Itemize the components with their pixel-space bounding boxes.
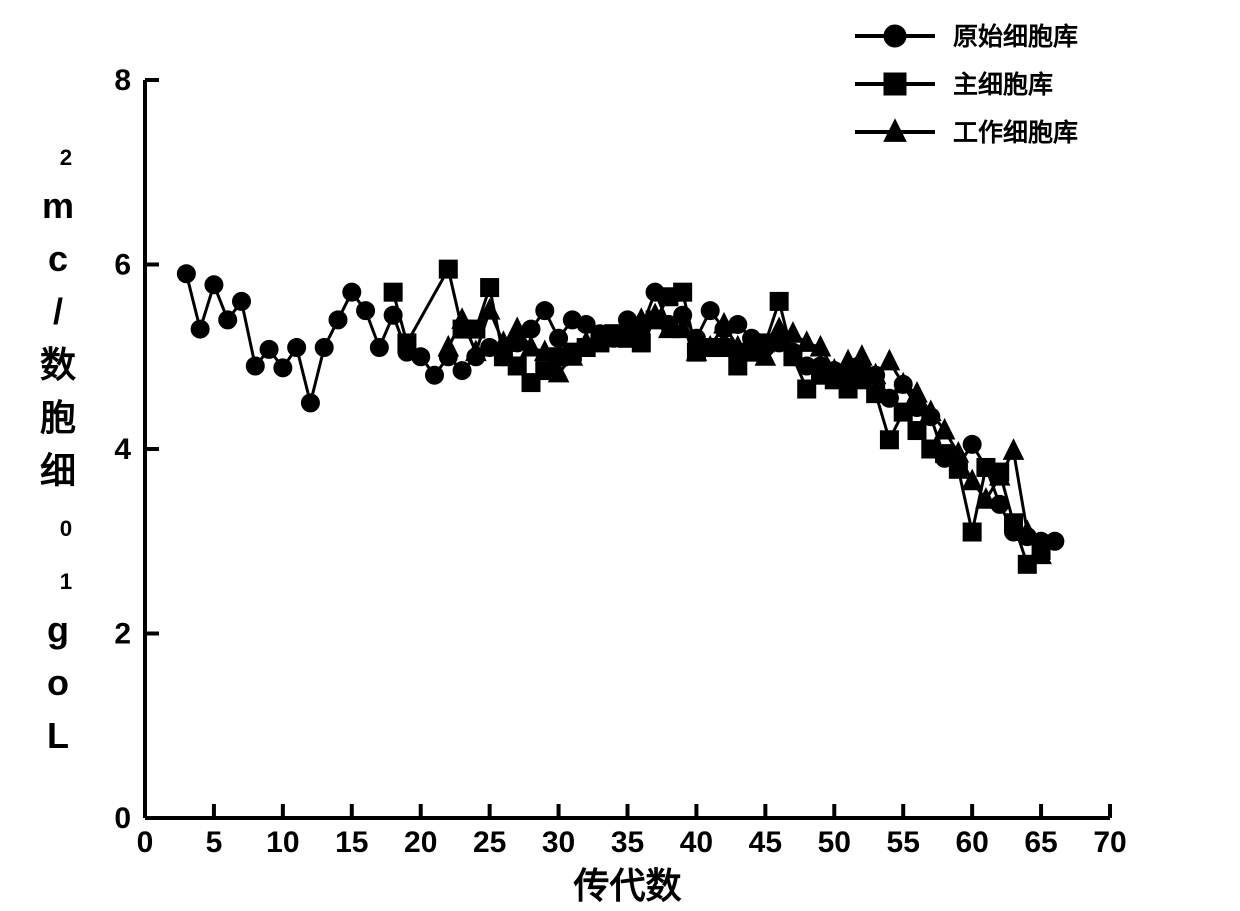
y-axis-label-char: 1 bbox=[60, 569, 72, 594]
legend-item: 原始细胞库 bbox=[855, 22, 1078, 51]
marker-square bbox=[384, 283, 402, 301]
marker-square bbox=[439, 260, 457, 278]
x-tick-label: 30 bbox=[542, 826, 575, 859]
y-axis-label-char: 2 bbox=[60, 145, 72, 170]
x-tick-label: 70 bbox=[1093, 826, 1126, 859]
y-axis-label-char: L bbox=[47, 715, 69, 756]
marker-square bbox=[963, 523, 981, 541]
marker-circle bbox=[177, 265, 195, 283]
x-tick-label: 50 bbox=[818, 826, 851, 859]
y-axis-label-char: 数 bbox=[40, 344, 76, 385]
x-tick-label: 15 bbox=[335, 826, 368, 859]
marker-square bbox=[1005, 514, 1023, 532]
marker-triangle bbox=[1004, 439, 1024, 459]
marker-circle bbox=[274, 359, 292, 377]
marker-circle bbox=[301, 394, 319, 412]
x-tick-label: 55 bbox=[887, 826, 920, 859]
x-tick-label: 25 bbox=[473, 826, 506, 859]
marker-circle bbox=[191, 320, 209, 338]
marker-circle bbox=[536, 302, 554, 320]
marker-circle bbox=[453, 362, 471, 380]
x-tick-label: 20 bbox=[404, 826, 437, 859]
x-axis-label: 传代数 bbox=[572, 865, 681, 906]
x-tick-label: 65 bbox=[1024, 826, 1057, 859]
marker-circle bbox=[370, 339, 388, 357]
chart-svg: 051015202530354045505560657002468传代数Log1… bbox=[0, 0, 1240, 911]
x-tick-label: 45 bbox=[749, 826, 782, 859]
chart-container: 051015202530354045505560657002468传代数Log1… bbox=[0, 0, 1240, 911]
y-axis-label: Log 1 0 细胞数 / cm 2 bbox=[40, 145, 76, 756]
marker-square bbox=[398, 334, 416, 352]
x-tick-label: 60 bbox=[955, 826, 988, 859]
marker-circle bbox=[343, 283, 361, 301]
marker-square bbox=[674, 283, 692, 301]
legend-label: 主细胞库 bbox=[953, 70, 1053, 99]
y-axis-label-char: o bbox=[47, 662, 69, 703]
y-axis-label-char: c bbox=[48, 238, 68, 279]
marker-triangle bbox=[879, 350, 899, 370]
marker-circle bbox=[233, 292, 251, 310]
y-axis-label-char: 细 bbox=[40, 450, 76, 491]
y-axis-label-char: 0 bbox=[60, 516, 72, 541]
marker-circle bbox=[426, 366, 444, 384]
y-tick-label: 2 bbox=[114, 618, 131, 651]
y-tick-label: 0 bbox=[114, 802, 131, 835]
marker-circle bbox=[963, 435, 981, 453]
y-tick-label: 4 bbox=[114, 433, 131, 466]
marker-square bbox=[908, 422, 926, 440]
y-tick-label: 6 bbox=[114, 249, 131, 282]
legend-label: 工作细胞库 bbox=[953, 118, 1078, 147]
marker-circle bbox=[357, 302, 375, 320]
marker-square bbox=[770, 292, 788, 310]
marker-circle bbox=[288, 339, 306, 357]
marker-circle bbox=[315, 339, 333, 357]
marker-circle bbox=[260, 340, 278, 358]
marker-circle bbox=[329, 311, 347, 329]
legend-item: 主细胞库 bbox=[855, 70, 1053, 99]
marker-square bbox=[894, 403, 912, 421]
y-axis-label-char: g bbox=[47, 609, 69, 650]
x-tick-label: 40 bbox=[680, 826, 713, 859]
marker-square bbox=[867, 385, 885, 403]
y-axis-label-char: m bbox=[42, 185, 74, 226]
legend-item: 工作细胞库 bbox=[855, 118, 1078, 147]
marker-circle bbox=[219, 311, 237, 329]
marker-square bbox=[508, 357, 526, 375]
x-tick-label: 35 bbox=[611, 826, 644, 859]
marker-circle bbox=[246, 357, 264, 375]
marker-circle bbox=[701, 302, 719, 320]
marker-triangle bbox=[452, 308, 472, 328]
marker-square bbox=[481, 279, 499, 297]
y-tick-label: 8 bbox=[114, 64, 131, 97]
marker-triangle bbox=[438, 336, 458, 356]
marker-triangle bbox=[852, 345, 872, 365]
marker-circle bbox=[205, 276, 223, 294]
x-tick-label: 10 bbox=[266, 826, 299, 859]
y-axis-label-char: / bbox=[53, 291, 63, 332]
marker-square bbox=[884, 73, 906, 95]
y-axis-label-char: 胞 bbox=[40, 397, 76, 438]
legend-label: 原始细胞库 bbox=[953, 22, 1078, 51]
x-tick-label: 5 bbox=[206, 826, 223, 859]
marker-square bbox=[880, 431, 898, 449]
marker-circle bbox=[884, 25, 906, 47]
x-tick-label: 0 bbox=[137, 826, 154, 859]
